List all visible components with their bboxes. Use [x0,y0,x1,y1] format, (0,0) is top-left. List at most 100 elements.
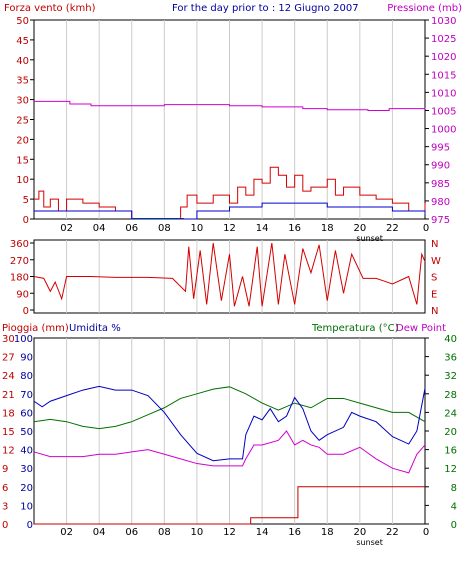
pressure-tick: 1015 [431,70,456,81]
x-tick-label: 02 [60,223,73,234]
temperature-tick: 4 [451,501,457,512]
direction-tick: 360 [10,239,29,250]
dewpoint-line [33,430,426,474]
humidity-tick: 50 [20,427,33,438]
x-tick-label: 12 [223,223,236,234]
x-tick-label: 02 [60,527,73,538]
wind-speed-line [34,166,426,220]
x-tick-label: 16 [288,527,301,538]
humidity-tick: 30 [20,464,33,475]
x-tick-label: 16 [288,223,301,234]
temperature-tick: 16 [444,446,457,457]
pressure-tick: 1000 [431,125,456,136]
date-title: For the day prior to : 12 Giugno 2007 [172,3,359,14]
compass-label: W [431,256,441,267]
wind-speed-tick: 35 [16,76,29,87]
direction-tick: 90 [16,289,29,300]
direction-tick: 270 [10,256,29,267]
rain-tick: 12 [2,446,15,457]
dewpoint-title: Dew Point [396,323,446,334]
x-tick-label: 06 [125,223,138,234]
x-tick-label: 06 [125,527,138,538]
temperature-tick: 40 [444,334,457,345]
temperature-tick: 32 [444,371,457,382]
compass-label: E [431,289,437,300]
pressure-tick: 985 [431,179,450,190]
rain-tick: 6 [2,483,8,494]
x-tick-label: 08 [158,223,171,234]
humidity-tick: 0 [27,520,33,531]
x-tick-label: 18 [321,527,334,538]
rain-tick: 24 [2,371,15,382]
compass-label: S [431,273,437,284]
temperature-tick: 28 [444,390,457,401]
compass-label: N [431,239,438,250]
sunset-label: sunset [356,234,383,243]
wind-speed-tick: 0 [23,215,29,226]
humidity-tick: 10 [20,501,33,512]
wind-speed-tick: 45 [16,36,29,47]
wind-average-line [34,202,426,220]
wind-speed-tick: 10 [16,175,29,186]
x-tick-label: 0 [423,223,429,234]
wind-speed-tick: 40 [16,56,29,67]
humidity-tick: 70 [20,390,33,401]
x-tick-label: 04 [93,527,106,538]
x-tick-label: 0 [423,527,429,538]
x-tick-label: 20 [353,527,366,538]
humidity-line [33,385,426,462]
sunset-label: sunset [356,538,383,547]
direction-tick: 0 [23,306,29,317]
wind-speed-tick: 20 [16,135,29,146]
pressure-tick: 1025 [431,34,456,45]
rain-tick: 9 [2,464,8,475]
rain-tick: 0 [2,520,8,531]
x-tick-label: 18 [321,223,334,234]
rain-line [34,486,425,525]
temperature-tick: 12 [444,464,457,475]
rain-tick: 27 [2,353,15,364]
wind-direction-line [33,242,426,307]
humidity-title: Umidita % [69,323,121,334]
humidity-tick: 80 [20,371,33,382]
temperature-tick: 36 [444,353,457,364]
temperature-line [33,386,426,430]
direction-tick: 180 [10,273,29,284]
humidity-tick: 20 [20,483,33,494]
temperature-tick: 24 [444,408,457,419]
wind-speed-title: Forza vento (kmh) [4,3,96,14]
pressure-tick: 1030 [431,16,456,27]
pressure-tick: 980 [431,197,450,208]
temperature-tick: 0 [451,520,457,531]
series-layer [33,100,426,525]
humidity-tick: 40 [20,446,33,457]
pressure-tick: 975 [431,215,450,226]
rain-tick: 18 [2,408,15,419]
rain-tick: 21 [2,390,15,401]
pressure-tick: 990 [431,161,450,172]
x-tick-label: 14 [256,223,269,234]
pressure-title: Pressione (mb) [387,3,462,14]
rain-tick: 3 [2,501,8,512]
grid-layer [66,20,393,524]
pressure-line [34,100,426,111]
temperature-tick: 8 [451,483,457,494]
wind-speed-tick: 5 [23,195,29,206]
humidity-tick: 90 [20,353,33,364]
x-tick-label: 22 [386,223,399,234]
pressure-tick: 1005 [431,106,456,117]
compass-label: N [431,306,438,317]
temperature-tick: 20 [444,427,457,438]
humidity-tick: 100 [14,334,33,345]
wind-speed-tick: 30 [16,96,29,107]
pressure-tick: 1010 [431,88,456,99]
rain-title: Pioggia (mm) [2,323,69,334]
x-tick-label: 14 [256,527,269,538]
wind-speed-tick: 50 [16,16,29,27]
temperature-title: Temperatura (°C) [311,323,399,334]
x-tick-label: 20 [353,223,366,234]
wind-speed-tick: 25 [16,116,29,127]
